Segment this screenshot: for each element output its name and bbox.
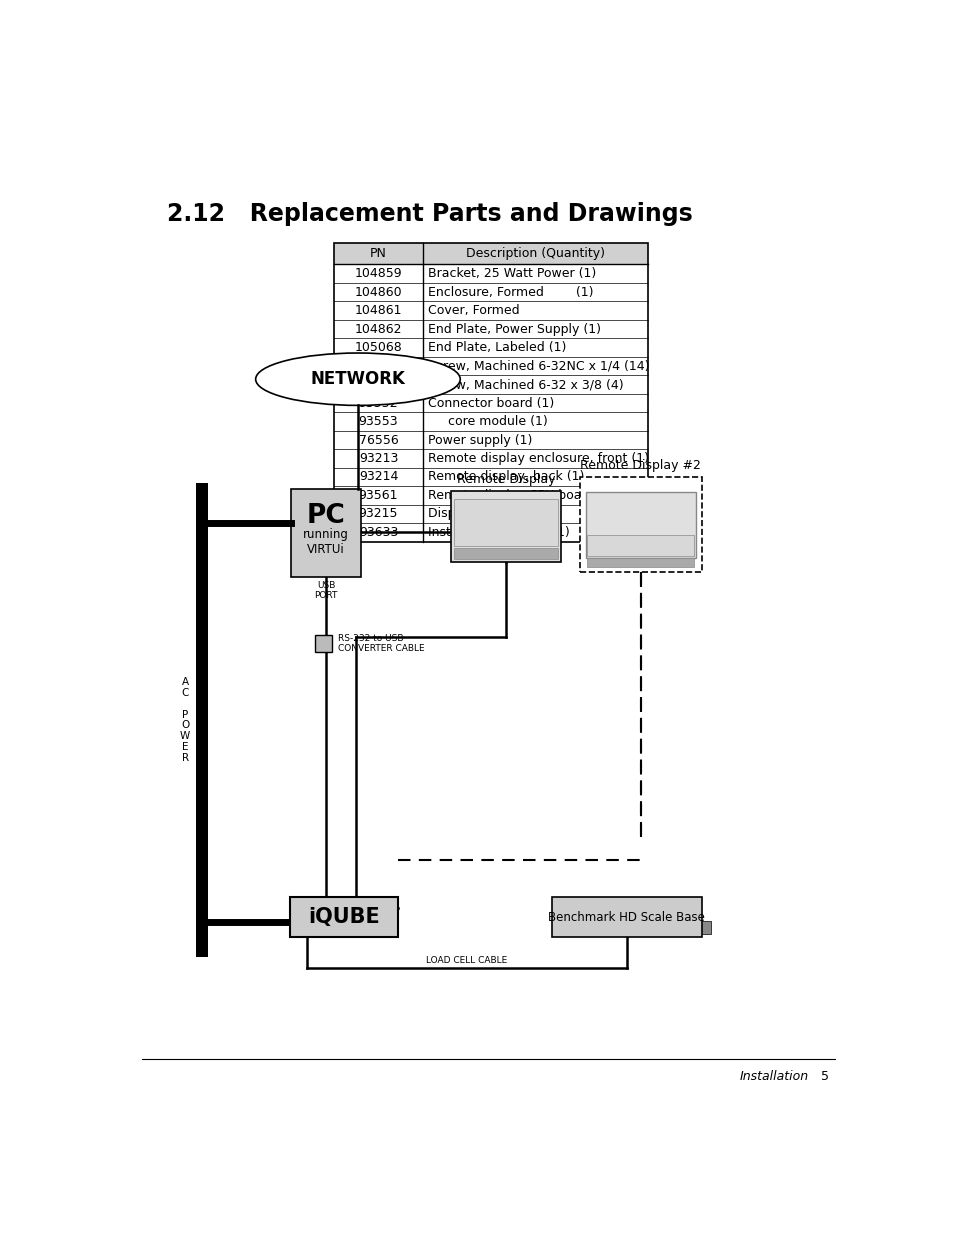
Text: 93561: 93561 [358,489,397,501]
Text: 104860: 104860 [355,285,402,299]
Text: LOAD CELL CABLE: LOAD CELL CABLE [426,956,507,966]
Bar [454,548,558,558]
Text: 93633: 93633 [358,526,397,538]
Text: Benchmark HD Scale Base: Benchmark HD Scale Base [548,911,704,924]
Text: Description (Quantity): Description (Quantity) [465,247,604,261]
Text: 93552: 93552 [358,396,398,410]
Text: running
VIRTUi: running VIRTUi [303,529,349,557]
Text: End Plate, Power Supply (1): End Plate, Power Supply (1) [427,322,600,336]
Bar [291,489,360,577]
Text: A
C
 
P
O
W
E
R: A C P O W E R [180,677,190,763]
Bar [334,505,647,524]
Bar [334,357,647,375]
Text: 14839: 14839 [358,359,397,373]
Text: Remote Display: Remote Display [456,473,555,485]
Text: 93215: 93215 [358,508,397,520]
Text: Installation: Installation [739,1070,807,1083]
Text: 104859: 104859 [355,267,402,280]
Bar [334,375,647,394]
Bar [701,920,711,935]
Bar [195,483,208,957]
Text: USB
PORT: USB PORT [314,580,337,600]
Text: Display lens (1): Display lens (1) [427,508,524,520]
Text: Remote display CPU board (1): Remote display CPU board (1) [427,489,615,501]
Text: Screw, Machined 6-32NC x 1/4 (14): Screw, Machined 6-32NC x 1/4 (14) [427,359,649,373]
Bar [454,499,558,546]
Text: Screw, Machined 6-32 x 3/8 (4): Screw, Machined 6-32 x 3/8 (4) [427,378,622,391]
Bar [334,320,647,338]
Bar [334,338,647,357]
Text: Remote display, back (1): Remote display, back (1) [427,471,583,483]
Text: Remote Display #2: Remote Display #2 [579,459,700,472]
Bar [587,558,694,567]
Bar [315,635,332,652]
Bar [334,264,647,283]
Text: 104862: 104862 [355,322,402,336]
Bar [334,412,647,431]
Bar [334,487,647,505]
Text: Connector board (1): Connector board (1) [427,396,554,410]
Text: 105068: 105068 [355,341,402,354]
Bar [334,243,647,264]
Text: iQUBE: iQUBE [308,908,379,927]
Text: Remote display enclosure, front (1): Remote display enclosure, front (1) [427,452,648,466]
Text: 2.12   Replacement Parts and Drawings: 2.12 Replacement Parts and Drawings [167,203,692,226]
Text: PC: PC [307,503,345,530]
Bar [334,450,647,468]
Text: Installation manual (1): Installation manual (1) [427,526,569,538]
Text: 93553: 93553 [358,415,398,429]
Bar [334,468,647,487]
Bar [334,524,647,542]
Bar [290,898,397,937]
Text: Enclosure, Formed        (1): Enclosure, Formed (1) [427,285,593,299]
Text: 76556: 76556 [358,433,398,447]
Bar [334,431,647,450]
Bar [587,535,694,556]
Text: RS-232 to USB
CONVERTER CABLE: RS-232 to USB CONVERTER CABLE [337,634,424,653]
Bar [451,490,560,562]
Text: 93213: 93213 [358,452,397,466]
Text: 5: 5 [821,1070,828,1083]
Text: 104861: 104861 [355,304,402,317]
Bar [334,283,647,301]
Text: PN: PN [370,247,387,261]
Bar [579,477,701,572]
Text: core module (1): core module (1) [427,415,547,429]
Bar [334,301,647,320]
Text: 54206: 54206 [358,378,398,391]
Text: Bracket, 25 Watt Power (1): Bracket, 25 Watt Power (1) [427,267,596,280]
Text: NETWORK: NETWORK [310,370,405,388]
Bar [551,898,701,937]
Bar [334,243,647,542]
Text: Cover, Formed: Cover, Formed [427,304,518,317]
Text: Power supply (1): Power supply (1) [427,433,532,447]
Text: End Plate, Labeled (1): End Plate, Labeled (1) [427,341,565,354]
Bar [334,394,647,412]
Text: 93214: 93214 [358,471,397,483]
Bar [585,493,695,558]
Ellipse shape [255,353,459,405]
